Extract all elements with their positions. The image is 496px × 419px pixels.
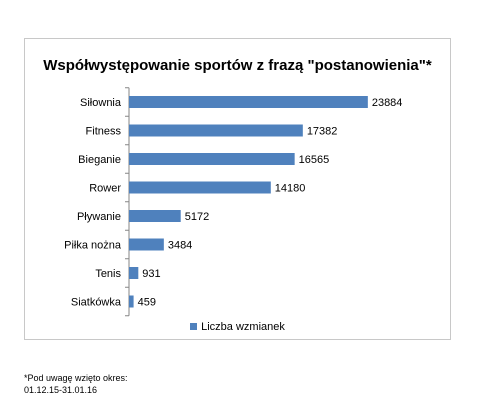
legend: Liczba wzmianek xyxy=(25,321,450,333)
data-label: 3484 xyxy=(168,240,192,252)
bar xyxy=(129,181,271,194)
data-label: 931 xyxy=(142,268,160,280)
category-label: Bieganie xyxy=(78,154,121,166)
chart-frame: Współwystępowanie sportów z frazą "posta… xyxy=(24,38,451,340)
category-label: Piłka nożna xyxy=(64,240,122,252)
chart-title: Współwystępowanie sportów z frazą "posta… xyxy=(43,57,432,74)
category-label: Siłownia xyxy=(80,97,122,109)
bar xyxy=(129,210,181,222)
data-label: 23884 xyxy=(372,97,403,109)
bar xyxy=(129,267,139,279)
footnote-line-1: *Pod uwagę wzięto okres: xyxy=(24,373,128,383)
legend-label: Liczba wzmianek xyxy=(201,321,285,333)
data-label: 17382 xyxy=(307,126,338,138)
footnote: *Pod uwagę wzięto okres: 01.12.15-31.01.… xyxy=(24,372,128,396)
data-label: 5172 xyxy=(185,211,209,223)
category-label: Tenis xyxy=(95,268,121,280)
bar xyxy=(129,153,295,165)
category-label: Siatkówka xyxy=(71,297,122,309)
bar-plot: Siłownia 23884 Fitness 17382 Bieganie 16565 Ro… xyxy=(64,87,403,317)
bar xyxy=(129,238,164,251)
category-label: Rower xyxy=(89,183,121,195)
data-label: 459 xyxy=(138,297,156,309)
category-label: Pływanie xyxy=(77,211,121,223)
bar xyxy=(129,295,134,308)
data-label: 14180 xyxy=(275,183,306,195)
legend-swatch xyxy=(190,323,198,330)
bar xyxy=(129,124,303,137)
data-label: 16565 xyxy=(299,154,330,166)
footnote-line-2: 01.12.15-31.01.16 xyxy=(24,385,98,395)
category-label: Fitness xyxy=(86,126,122,138)
bar xyxy=(129,96,368,108)
